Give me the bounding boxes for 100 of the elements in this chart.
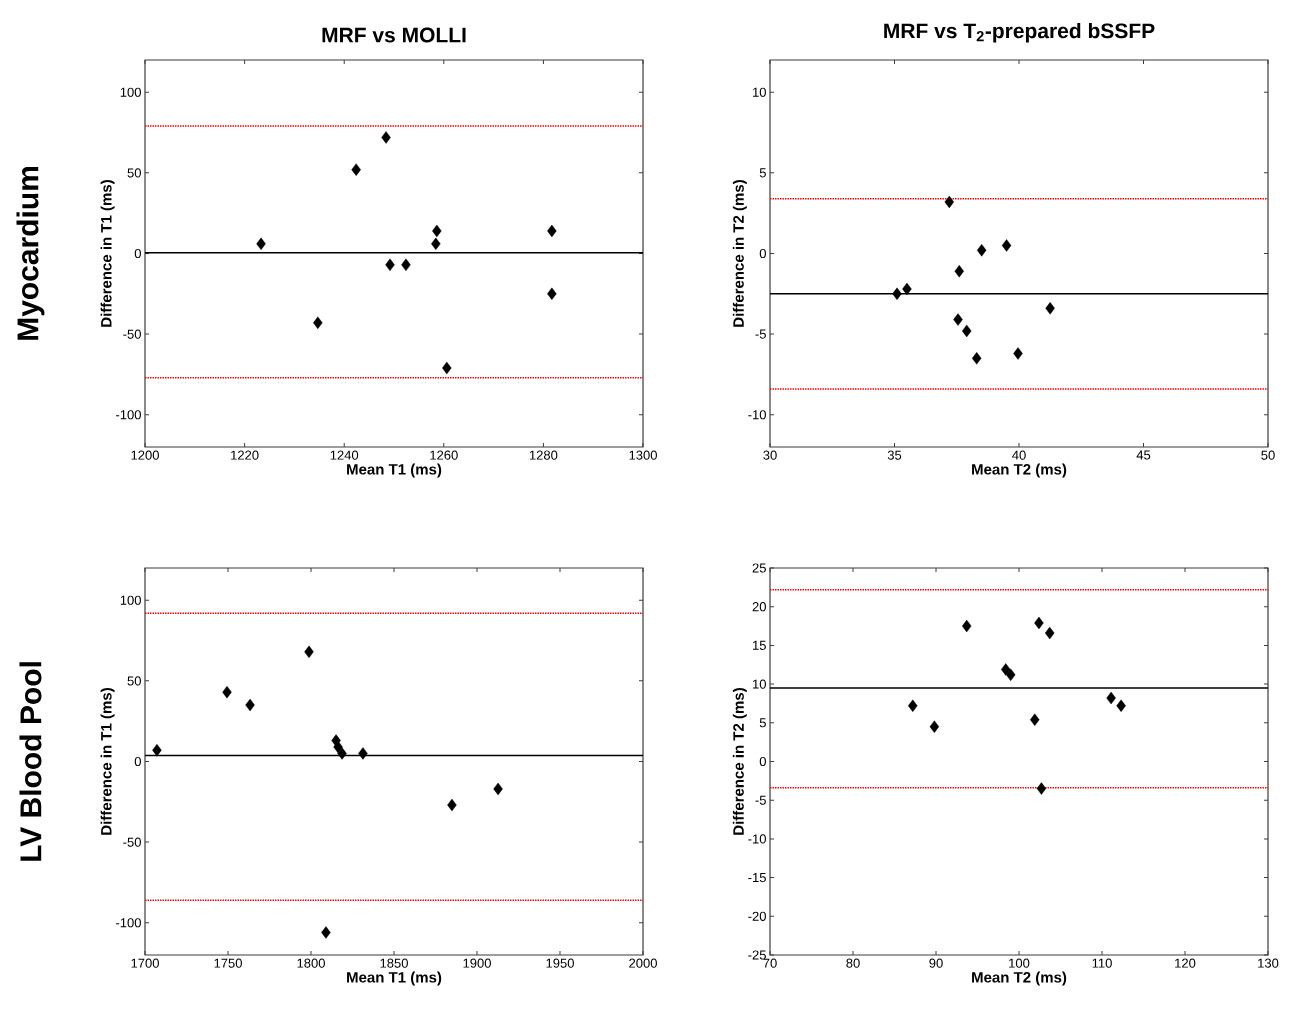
point [1106,691,1116,705]
x-axis-title: Mean T1 (ms) [347,971,442,986]
point [962,619,972,633]
y-tick-label: 100 [120,87,141,97]
y-axis-title: Difference in T2 (ms) [732,180,747,327]
x-tick-label: 80 [846,958,860,968]
x-tick-label: 2000 [629,958,657,968]
x-tick-label: 1220 [231,450,259,460]
y-tick-label: -20 [748,911,766,921]
x-tick-label: 1900 [463,958,491,968]
point [1001,239,1012,252]
y-tick-label: 25 [752,563,766,573]
x-tick-label: 100 [1009,958,1030,968]
point [337,747,347,760]
x-tick-label: 90 [929,958,943,968]
point [971,352,982,365]
y-tick-label: 100 [120,595,141,605]
y-tick-label: -100 [116,918,141,928]
x-tick-label: 1200 [131,450,159,460]
y-tick-label: -25 [748,950,766,960]
y-tick-label: 0 [134,756,141,767]
y-tick-label: -100 [116,410,141,420]
y-axis-title: Difference in T1 (ms) [100,688,115,835]
x-tick-label: 1750 [214,958,242,968]
point [1036,782,1047,795]
y-tick-label: 10 [753,679,766,689]
point [256,237,266,251]
x-tick-label: 110 [1092,958,1112,968]
text: LV Blood Pool [19,662,42,861]
y-tick-label: 5 [759,168,766,178]
x-tick-label: 1850 [380,958,408,968]
y-tick-label: 50 [127,676,141,686]
point [1116,699,1126,712]
point [1034,616,1044,630]
y-tick-label: 5 [759,718,766,728]
x-tick-label: 120 [1175,958,1196,968]
point [1045,626,1055,640]
point [493,782,503,796]
point [902,282,912,296]
y-tick-label: 15 [753,640,766,650]
point [547,224,557,238]
point [313,316,323,330]
chart-title: MRF vs T$_{2}$-prepared bSSFP [884,22,1155,43]
y-axis-title: Difference in T2 (ms) [732,688,747,835]
point [442,361,452,375]
point [892,287,902,301]
x-tick-label: 50 [1261,450,1275,460]
x-tick-label: 1700 [131,958,159,968]
point [1013,347,1023,360]
x-tick-label: 130 [1258,958,1279,968]
x-tick-label: 1800 [297,958,325,968]
point [954,265,964,278]
point [447,798,457,812]
point [962,324,972,338]
y-tick-label: -5 [755,795,766,805]
x-axis-title: Mean T2 (ms) [972,971,1067,986]
x-tick-label: 1240 [330,450,359,460]
point [976,244,987,257]
y-tick-label: -10 [748,410,766,420]
point [385,258,395,271]
point [222,685,232,699]
point [1030,713,1040,726]
text: Myocardium [16,167,45,340]
point [351,163,361,176]
point [1006,668,1016,682]
point [547,287,557,301]
y-tick-label: -5 [755,329,766,339]
point [245,698,255,712]
x-tick-label: 35 [887,450,902,460]
point [401,258,411,271]
x-tick-label: 40 [1012,450,1026,460]
point [929,720,940,733]
y-axis-title: Difference in T1 (ms) [100,180,115,327]
point [321,926,331,939]
x-tick-label: 1300 [629,450,657,460]
y-tick-label: -15 [748,873,766,883]
point [152,744,162,757]
y-tick-label: 50 [127,168,141,178]
x-axis-title: Mean T2 (ms) [972,463,1067,478]
point [432,224,442,238]
x-tick-label: 1280 [529,450,558,460]
point [431,237,441,251]
point [908,699,918,712]
x-tick-label: 70 [763,958,777,968]
point [304,645,314,659]
point [1001,663,1011,676]
x-axis-title: Mean T1 (ms) [347,463,442,478]
point [944,195,954,209]
point [953,313,963,326]
y-tick-label: 0 [759,248,766,259]
y-tick-label: -50 [123,837,141,847]
x-tick-label: 1260 [430,450,458,460]
point [381,131,391,144]
y-tick-label: -10 [748,834,766,844]
y-tick-label: -50 [123,329,141,339]
point [1045,302,1055,315]
x-tick-label: 45 [1136,450,1151,460]
y-tick-label: 0 [759,756,766,767]
chart-title: MRF vs MOLLI [322,27,466,43]
y-tick-label: 20 [752,602,766,612]
